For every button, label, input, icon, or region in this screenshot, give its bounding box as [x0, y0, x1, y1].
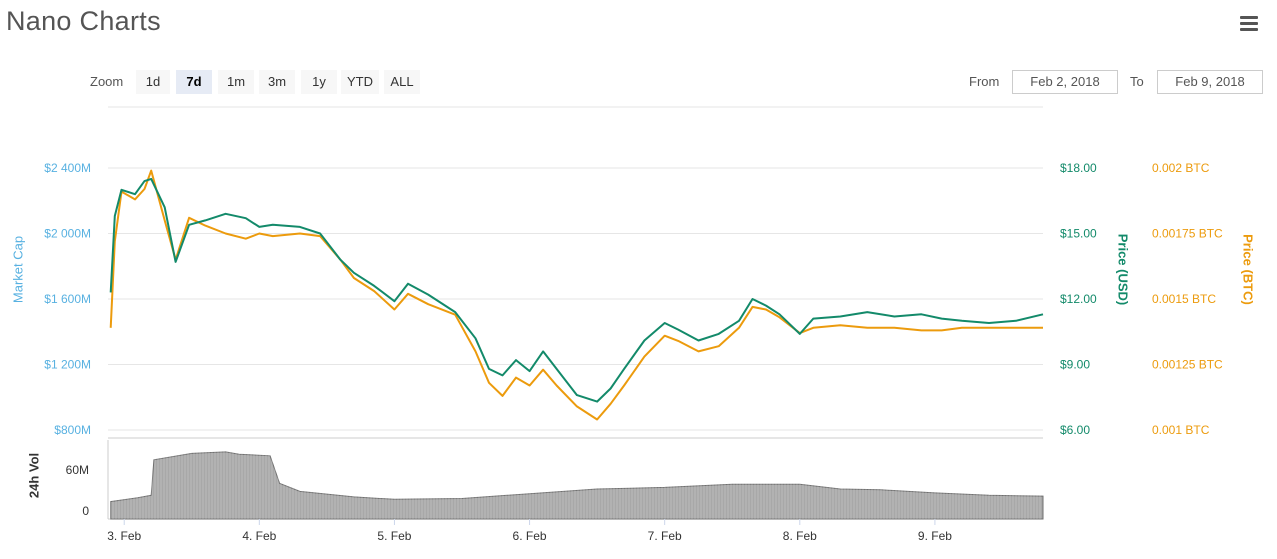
- hamburger-menu-icon[interactable]: [1238, 14, 1260, 32]
- btc-tick-label: 0.001 BTC: [1152, 423, 1210, 437]
- market-cap-tick-label: $2 400M: [44, 161, 91, 175]
- zoom-all-button[interactable]: ALL: [384, 70, 420, 94]
- usd-price-line: [109, 177, 1044, 403]
- x-tick-label: 6. Feb: [513, 529, 547, 543]
- usd-tick-label: $18.00: [1060, 161, 1097, 175]
- btc-tick-label: 0.00175 BTC: [1152, 227, 1223, 241]
- volume-tick-label: 60M: [66, 463, 89, 477]
- zoom-3m-button[interactable]: 3m: [259, 70, 295, 94]
- usd-tick-label: $12.00: [1060, 292, 1097, 306]
- x-tick-label: 5. Feb: [377, 529, 411, 543]
- usd-tick-label: $15.00: [1060, 227, 1097, 241]
- btc-tick-label: 0.0015 BTC: [1152, 292, 1216, 306]
- market-cap-tick-label: $1 200M: [44, 358, 91, 372]
- page-title: Nano Charts: [6, 6, 161, 36]
- x-tick-label: 8. Feb: [783, 529, 817, 543]
- x-tick-label: 7. Feb: [648, 529, 682, 543]
- zoom-1y-button[interactable]: 1y: [301, 70, 337, 94]
- market-cap-tick-label: $2 000M: [44, 227, 91, 241]
- from-label: From: [969, 74, 1000, 89]
- volume-area: [110, 451, 1044, 520]
- zoom-ytd-button[interactable]: YTD: [341, 70, 379, 94]
- zoom-1d-button[interactable]: 1d: [136, 70, 170, 94]
- volume-tick-label: 0: [82, 504, 89, 518]
- zoom-1m-button[interactable]: 1m: [218, 70, 254, 94]
- market-cap-tick-label: $800M: [54, 423, 91, 437]
- usd-tick-label: $6.00: [1060, 423, 1090, 437]
- zoom-7d-button[interactable]: 7d: [176, 70, 212, 94]
- zoom-label: Zoom: [90, 74, 124, 89]
- usd-tick-label: $9.00: [1060, 358, 1090, 372]
- btc-tick-label: 0.00125 BTC: [1152, 358, 1223, 372]
- btc-price-line: [109, 169, 1043, 421]
- btc-tick-label: 0.002 BTC: [1152, 161, 1210, 175]
- x-tick-label: 9. Feb: [918, 529, 952, 543]
- x-tick-label: 4. Feb: [242, 529, 276, 543]
- to-date-input[interactable]: Feb 9, 2018: [1157, 70, 1263, 94]
- market-cap-tick-label: $1 600M: [44, 292, 91, 306]
- x-tick-label: 3. Feb: [107, 529, 141, 543]
- to-label: To: [1130, 74, 1144, 89]
- from-date-input[interactable]: Feb 2, 2018: [1012, 70, 1118, 94]
